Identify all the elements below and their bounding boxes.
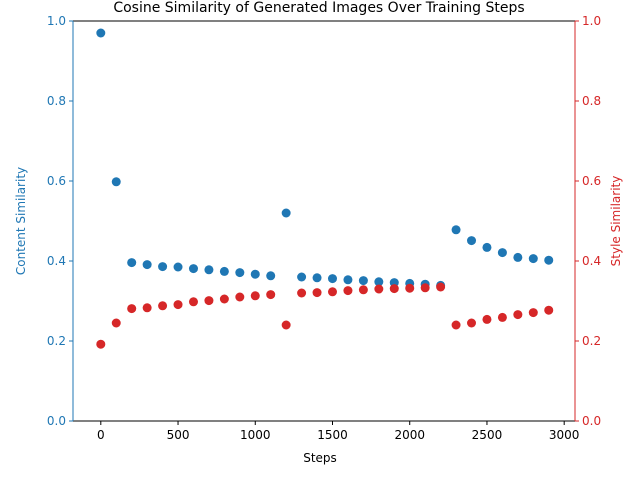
style-similarity-point <box>451 320 461 330</box>
x-axis-label: Steps <box>303 451 337 465</box>
content-similarity-point <box>111 177 121 187</box>
right-y-tick-label: 0.4 <box>582 254 601 268</box>
left-y-tick-label: 0.8 <box>47 94 66 108</box>
style-similarity-point <box>188 297 198 307</box>
style-similarity-point <box>266 290 276 300</box>
right-y-axis: 0.0 0.2 0.4 0.6 0.8 1.0 <box>575 14 601 428</box>
x-tick-label: 2000 <box>394 428 425 442</box>
content-similarity-point <box>544 255 554 265</box>
content-similarity-point <box>497 248 507 258</box>
style-similarity-point <box>497 312 507 322</box>
content-similarity-point <box>173 262 183 272</box>
left-y-axis-label: Content Similarity <box>14 167 28 275</box>
style-similarity-point <box>482 314 492 324</box>
chart-title: Cosine Similarity of Generated Images Ov… <box>113 0 524 16</box>
content-similarity-point <box>343 275 353 285</box>
data-points <box>96 28 554 349</box>
left-y-tick-label: 0.4 <box>47 254 66 268</box>
x-tick-label: 3000 <box>549 428 580 442</box>
content-similarity-point <box>188 264 198 274</box>
content-similarity-point <box>281 208 291 218</box>
right-y-tick-label: 0.6 <box>582 174 601 188</box>
style-similarity-point <box>297 288 307 298</box>
style-similarity-point <box>158 301 168 311</box>
style-similarity-point <box>467 318 477 328</box>
style-similarity-point <box>544 305 554 315</box>
content-similarity-point <box>513 252 523 262</box>
left-y-axis: 0.0 0.2 0.4 0.6 0.8 1.0 <box>47 14 73 428</box>
style-similarity-point <box>528 308 538 318</box>
left-y-tick-label: 1.0 <box>47 14 66 28</box>
left-y-tick-label: 0.0 <box>47 414 66 428</box>
style-similarity-point <box>420 283 430 293</box>
style-similarity-point <box>389 284 399 294</box>
right-y-tick-label: 0.0 <box>582 414 601 428</box>
content-similarity-point <box>142 260 152 270</box>
content-similarity-point <box>250 269 260 279</box>
x-axis: 0 500 1000 1500 2000 2500 3000 <box>97 421 579 442</box>
style-similarity-point <box>281 320 291 330</box>
right-y-tick-label: 0.2 <box>582 334 601 348</box>
content-similarity-point <box>127 258 137 268</box>
right-y-axis-label: Style Similarity <box>609 176 623 267</box>
x-tick-label: 500 <box>167 428 190 442</box>
style-similarity-point <box>374 284 384 294</box>
style-similarity-point <box>343 286 353 296</box>
style-similarity-point <box>142 303 152 313</box>
style-similarity-point <box>127 304 137 314</box>
content-similarity-point <box>219 266 229 276</box>
content-similarity-point <box>297 272 307 282</box>
x-tick-label: 1500 <box>317 428 348 442</box>
content-similarity-point <box>312 273 322 283</box>
style-similarity-point <box>96 339 106 349</box>
content-similarity-point <box>482 242 492 252</box>
content-similarity-point <box>235 268 245 278</box>
style-similarity-point <box>513 310 523 320</box>
style-similarity-point <box>235 292 245 302</box>
style-similarity-point <box>405 283 415 293</box>
right-y-tick-label: 0.8 <box>582 94 601 108</box>
style-similarity-point <box>312 288 322 298</box>
left-y-tick-label: 0.6 <box>47 174 66 188</box>
content-similarity-point <box>266 271 276 281</box>
style-similarity-point <box>173 300 183 310</box>
content-similarity-point <box>451 225 461 235</box>
content-similarity-point <box>327 274 337 284</box>
content-similarity-point <box>204 265 214 275</box>
style-similarity-point <box>358 285 368 295</box>
style-similarity-point <box>219 294 229 304</box>
plot-frame <box>72 20 576 422</box>
style-similarity-point <box>436 282 446 292</box>
content-similarity-point <box>467 236 477 246</box>
style-similarity-point <box>250 291 260 301</box>
style-similarity-point <box>327 287 337 297</box>
style-similarity-point <box>111 318 121 328</box>
content-similarity-point <box>374 277 384 287</box>
x-tick-label: 1000 <box>240 428 271 442</box>
x-tick-label: 0 <box>97 428 105 442</box>
right-y-tick-label: 1.0 <box>582 14 601 28</box>
content-similarity-point <box>358 276 368 286</box>
style-similarity-point <box>204 296 214 306</box>
content-similarity-point <box>528 254 538 264</box>
left-y-tick-label: 0.2 <box>47 334 66 348</box>
content-similarity-point <box>158 262 168 272</box>
content-similarity-point <box>96 28 106 38</box>
x-tick-label: 2500 <box>472 428 503 442</box>
